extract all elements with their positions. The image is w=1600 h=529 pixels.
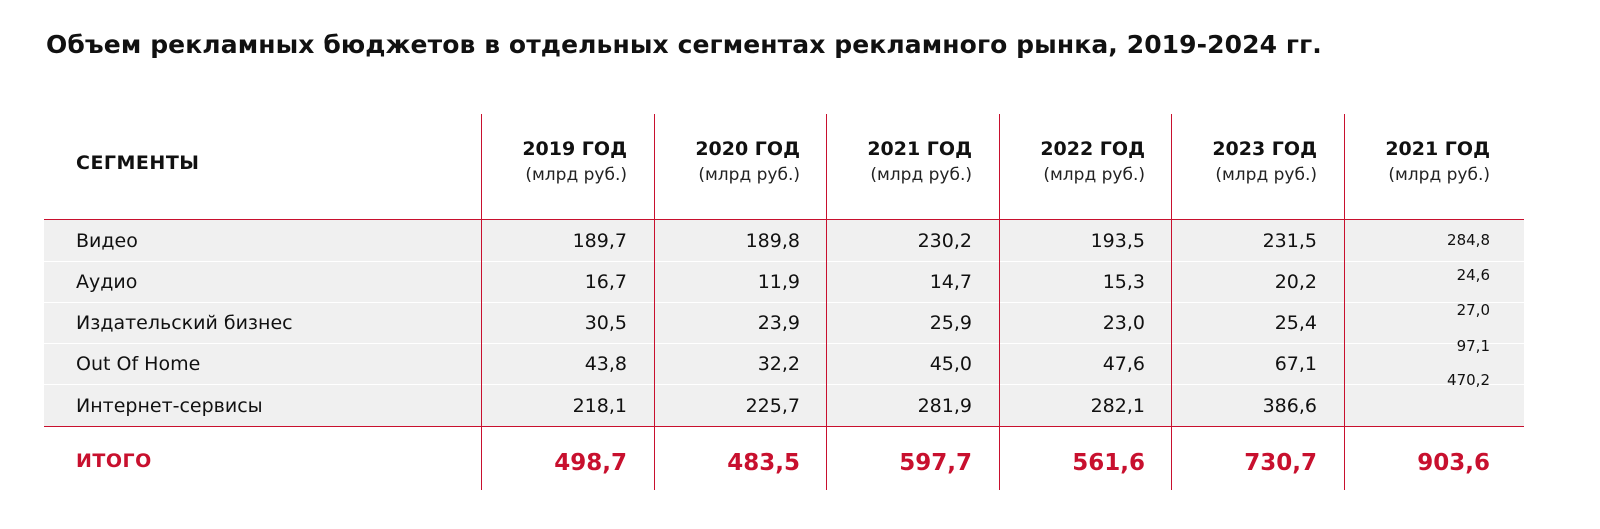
total-value: 597,7 [899, 450, 972, 476]
table-cell: 230,2 [917, 230, 972, 252]
row-label-audio: Аудио [76, 271, 138, 293]
table-cell: 284,8 [1447, 231, 1490, 249]
table-cell: 25,9 [929, 312, 972, 334]
table-cell: 281,9 [917, 395, 972, 417]
column-unit: (млрд руб.) [1388, 165, 1490, 185]
table-cell: 24,6 [1456, 266, 1490, 284]
column-header-3: 2021 ГОД (млрд руб.) [802, 136, 972, 188]
total-value: 498,7 [554, 450, 627, 476]
column-year: 2020 ГОД [695, 138, 800, 160]
table-cell: 11,9 [757, 271, 800, 293]
row-separator [44, 343, 1524, 344]
row-label-video: Видео [76, 230, 138, 252]
table-cell: 16,7 [584, 271, 627, 293]
table-cell: 97,1 [1456, 337, 1490, 355]
row-separator [44, 302, 1524, 303]
column-unit: (млрд руб.) [1043, 165, 1145, 185]
column-header-6: 2021 ГОД (млрд руб.) [1320, 136, 1490, 188]
table-cell: 15,3 [1102, 271, 1145, 293]
table-cell: 189,7 [572, 230, 627, 252]
row-band [44, 262, 1524, 303]
table-cell: 23,9 [757, 312, 800, 334]
total-value: 483,5 [727, 450, 800, 476]
table-cell: 14,7 [929, 271, 972, 293]
total-value: 903,6 [1417, 450, 1490, 476]
column-year: 2021 ГОД [867, 138, 972, 160]
row-label-publishing: Издательский бизнес [76, 312, 293, 334]
table-cell: 27,0 [1456, 301, 1490, 319]
header-rule [44, 219, 1524, 220]
row-label-internet: Интернет-сервисы [76, 395, 263, 417]
row-band [44, 303, 1524, 344]
row-label-out-of-home: Out Of Home [76, 353, 201, 375]
column-unit: (млрд руб.) [698, 165, 800, 185]
table-cell: 32,2 [757, 353, 800, 375]
row-band [44, 385, 1524, 426]
page-title: Объем рекламных бюджетов в отдельных сег… [46, 30, 1322, 59]
row-separator [44, 261, 1524, 262]
row-band [44, 220, 1524, 261]
column-year: 2022 ГОД [1040, 138, 1145, 160]
table-cell: 189,8 [745, 230, 800, 252]
column-divider [1171, 114, 1172, 490]
column-year: 2019 ГОД [522, 138, 627, 160]
column-header-4: 2022 ГОД (млрд руб.) [975, 136, 1145, 188]
table-cell: 386,6 [1262, 395, 1317, 417]
column-header-1: 2019 ГОД (млрд руб.) [457, 136, 627, 188]
column-header-2: 2020 ГОД (млрд руб.) [630, 136, 800, 188]
column-header-5: 2023 ГОД (млрд руб.) [1147, 136, 1317, 188]
total-label: ИТОГО [76, 450, 152, 472]
column-year: 2023 ГОД [1212, 138, 1317, 160]
table-cell: 47,6 [1102, 353, 1145, 375]
column-divider [654, 114, 655, 490]
table-cell: 282,1 [1090, 395, 1145, 417]
total-value: 730,7 [1244, 450, 1317, 476]
table-cell: 231,5 [1262, 230, 1317, 252]
column-year: 2021 ГОД [1385, 138, 1490, 160]
column-unit: (млрд руб.) [870, 165, 972, 185]
column-unit: (млрд руб.) [525, 165, 627, 185]
table-cell: 218,1 [572, 395, 627, 417]
column-divider [999, 114, 1000, 490]
table-cell: 67,1 [1274, 353, 1317, 375]
table-cell: 45,0 [929, 353, 972, 375]
row-separator [44, 384, 1524, 385]
column-divider [1344, 114, 1345, 490]
table-cell: 25,4 [1274, 312, 1317, 334]
column-unit: (млрд руб.) [1215, 165, 1317, 185]
table-cell: 23,0 [1102, 312, 1145, 334]
table-cell: 30,5 [584, 312, 627, 334]
table-cell: 20,2 [1274, 271, 1317, 293]
segments-header: СЕГМЕНТЫ [76, 152, 200, 174]
row-band [44, 344, 1524, 385]
table-cell: 43,8 [584, 353, 627, 375]
total-value: 561,6 [1072, 450, 1145, 476]
column-divider [481, 114, 482, 490]
table-cell: 470,2 [1447, 371, 1490, 389]
data-table: СЕГМЕНТЫ 2019 ГОД (млрд руб.) 2020 ГОД (… [44, 0, 1524, 529]
table-cell: 193,5 [1090, 230, 1145, 252]
table-cell: 225,7 [745, 395, 800, 417]
total-rule [44, 426, 1524, 427]
column-divider [826, 114, 827, 490]
